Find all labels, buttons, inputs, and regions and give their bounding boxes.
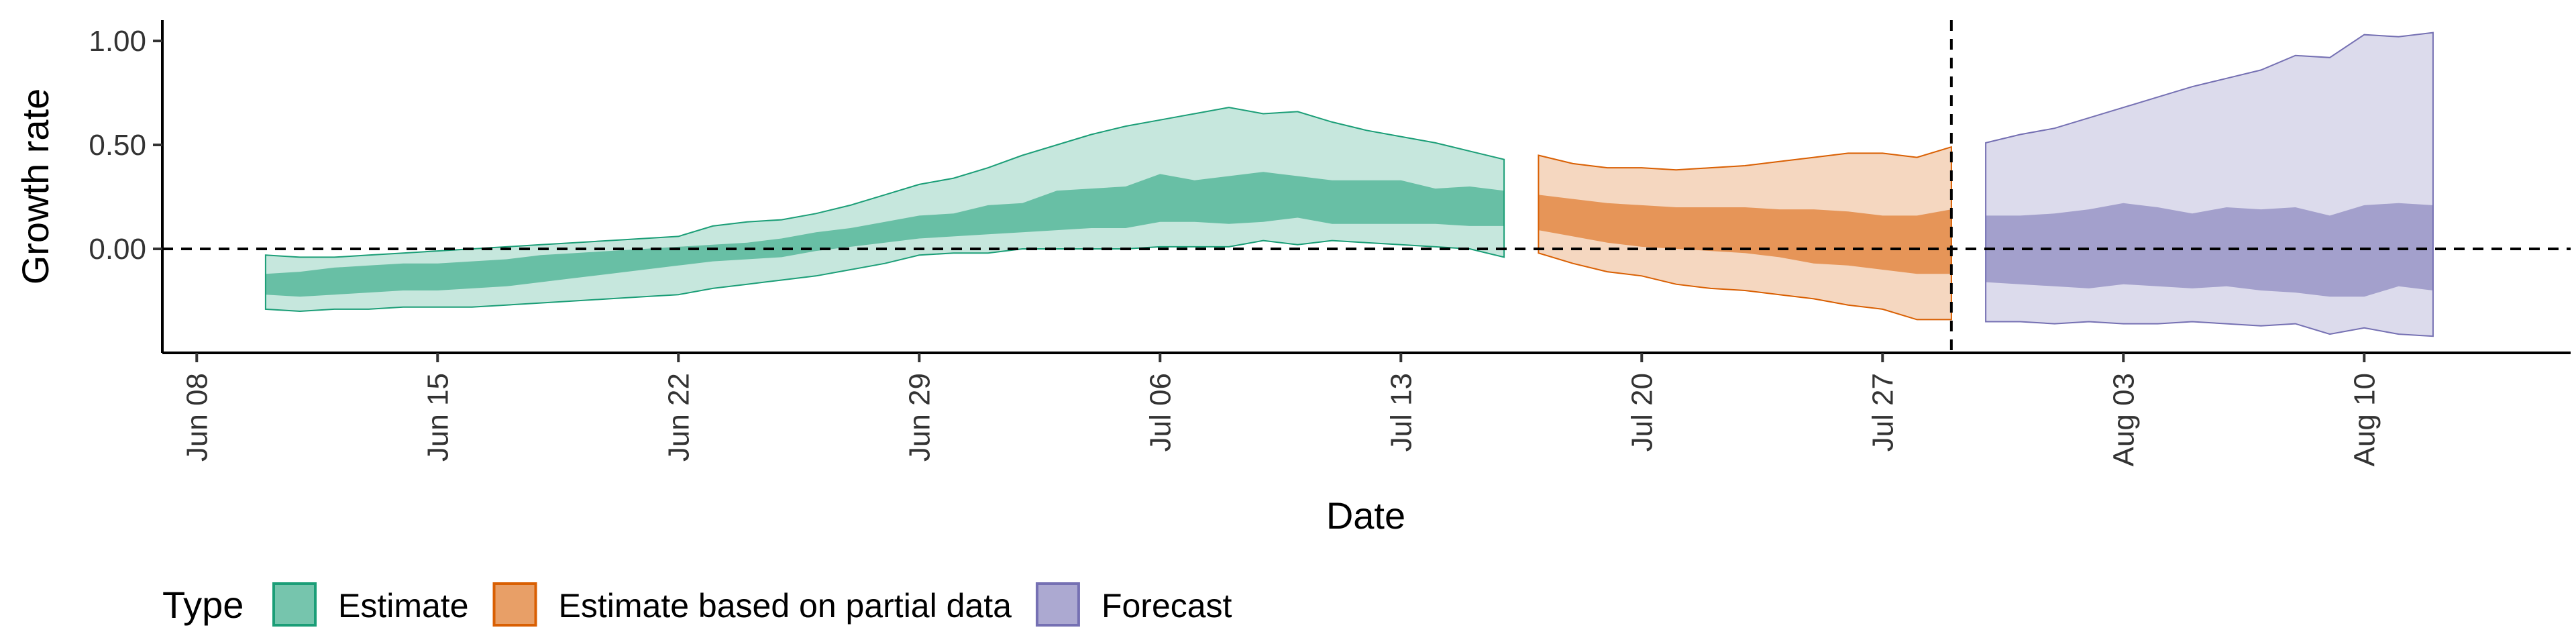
x-tick-label: Jun 15 bbox=[421, 373, 454, 462]
legend-label-2: Forecast bbox=[1102, 587, 1232, 625]
legend-swatch-0 bbox=[272, 582, 317, 627]
legend-label-1: Estimate based on partial data bbox=[559, 587, 1012, 625]
x-tick-label: Jul 27 bbox=[1866, 373, 1899, 451]
legend-swatch-1 bbox=[492, 582, 537, 627]
reference-lines bbox=[162, 20, 2571, 353]
legend-title: Type bbox=[162, 584, 244, 626]
legend: Type Estimate Estimate based on partial da… bbox=[162, 582, 1232, 627]
legend-label-0: Estimate bbox=[338, 587, 469, 625]
legend-swatch-2 bbox=[1035, 582, 1080, 627]
series-1-band-50 bbox=[1538, 195, 1951, 274]
x-tick-label: Jul 20 bbox=[1625, 373, 1658, 451]
x-tick-label: Jul 06 bbox=[1144, 373, 1177, 451]
x-tick-label: Jun 29 bbox=[903, 373, 936, 462]
ribbon-layer bbox=[264, 32, 2434, 337]
x-tick-label: Jun 22 bbox=[662, 373, 695, 462]
x-tick-label: Jul 13 bbox=[1385, 373, 1417, 451]
x-axis-title: Date bbox=[1326, 494, 1405, 537]
y-tick-label: 0.50 bbox=[89, 129, 146, 162]
series-2-band-50 bbox=[1986, 203, 2433, 297]
x-tick-label: Jun 08 bbox=[180, 373, 213, 462]
y-tick-label: 1.00 bbox=[89, 25, 146, 58]
x-tick-label: Aug 10 bbox=[2348, 373, 2381, 466]
y-axis-title: Growth rate bbox=[14, 89, 56, 285]
x-tick-label: Aug 03 bbox=[2107, 373, 2140, 466]
axes: 0.00 0.50 1.00 Jun 08 Jun 15 Jun 22 Jun 29 Jul … bbox=[89, 20, 2571, 466]
series-0-band-50 bbox=[265, 172, 1505, 297]
y-tick-label: 0.00 bbox=[89, 233, 146, 266]
